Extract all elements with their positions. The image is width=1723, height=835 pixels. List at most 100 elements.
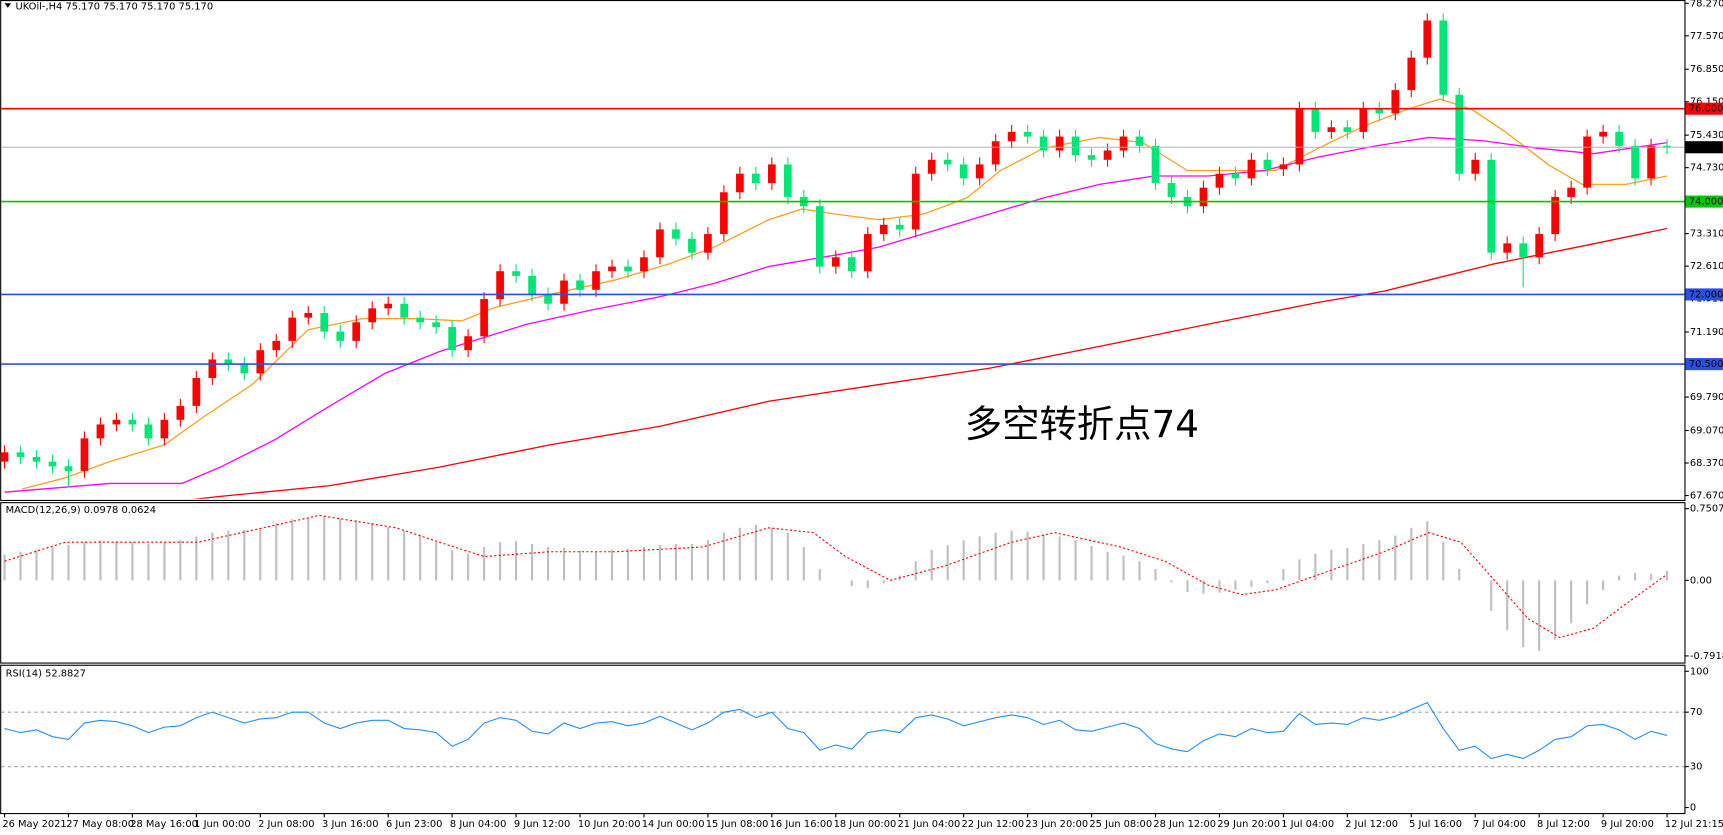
candle-body — [208, 359, 217, 379]
candle-body — [240, 364, 249, 374]
x-tick-label: 29 Jun 20:00 — [1217, 819, 1280, 830]
y-tick-label: 78.270 — [1690, 0, 1723, 9]
candle-body — [608, 266, 616, 272]
x-tick-label: 2 Jul 12:00 — [1345, 819, 1398, 830]
x-tick-label: 5 Jul 16:00 — [1409, 819, 1462, 830]
signal-line — [4, 514, 1668, 639]
y-tick-label: 76.850 — [1690, 64, 1723, 75]
x-tick-label: 28 Jun 12:00 — [1153, 819, 1216, 830]
candle-body — [480, 299, 488, 337]
level-label-bg — [1685, 141, 1723, 154]
x-tick-label: 15 Jun 08:00 — [706, 819, 769, 830]
x-tick-label: 23 Jun 20:00 — [1025, 819, 1088, 830]
y-tick-label: 0.00 — [1690, 575, 1712, 586]
level-label-bg — [1685, 288, 1723, 301]
candle-body — [1039, 136, 1048, 151]
candle-body — [1343, 127, 1352, 132]
x-tick-label: 3 Jun 16:00 — [322, 819, 378, 830]
macd-panel — [0, 502, 1686, 664]
candle-body — [560, 280, 568, 304]
x-tick-label: 6 Jun 23:00 — [386, 819, 442, 830]
x-tick-label: 8 Jun 04:00 — [450, 819, 506, 830]
candle-body — [815, 206, 824, 267]
candle-body — [80, 438, 89, 471]
candle-body — [1503, 243, 1512, 253]
candle-body — [831, 257, 840, 267]
y-tick-label: 71.190 — [1690, 327, 1723, 338]
y-tick-label: 0.7507 — [1690, 504, 1723, 515]
y-tick-label: 69.070 — [1690, 425, 1723, 436]
candle-body — [16, 452, 25, 457]
level-label: 76.000 — [1689, 104, 1723, 115]
level-label: 72.000 — [1689, 289, 1723, 300]
x-tick-label: 25 Jun 08:00 — [1089, 819, 1152, 830]
candle-body — [544, 294, 552, 304]
candle-body — [1439, 20, 1448, 95]
level-label-bg — [1685, 195, 1723, 208]
candle-body — [1535, 234, 1544, 258]
candle-body — [1423, 20, 1432, 58]
candle-body — [1007, 131, 1016, 142]
main-title: UKOil-,H4 75.170 75.170 75.170 75.170 — [16, 2, 214, 13]
candle-body — [1279, 164, 1288, 170]
candle-body — [1631, 145, 1639, 179]
x-tick-label: 26 May 2021 — [2, 819, 66, 830]
candle-body — [1263, 159, 1272, 170]
candle-body — [895, 224, 904, 230]
candle-body — [576, 280, 584, 290]
candle-body — [1327, 127, 1336, 132]
y-tick-label: 0 — [1690, 803, 1696, 814]
candle-body — [736, 173, 744, 193]
rsi-title: RSI(14) 52.8827 — [6, 668, 86, 679]
x-tick-label: 16 Jun 16:00 — [770, 819, 833, 830]
candle-body — [336, 331, 345, 341]
x-tick-label: 18 Jun 00:00 — [834, 819, 897, 830]
candle-body — [672, 229, 680, 239]
candle-body — [1055, 136, 1064, 151]
candle-body — [464, 336, 472, 351]
candle-body — [1375, 108, 1384, 114]
y-tick-label: -0.7918 — [1690, 651, 1723, 662]
candle-body — [1247, 159, 1256, 179]
level-label: 70.500 — [1689, 359, 1723, 370]
level-label-bg — [1685, 358, 1723, 371]
level-label-bg — [1685, 102, 1723, 115]
candle-body — [1471, 159, 1480, 174]
x-tick-label: 9 Jul 20:00 — [1601, 819, 1654, 830]
candle-body — [448, 326, 456, 351]
candle-body — [1215, 173, 1224, 188]
candle-body — [768, 164, 776, 183]
candle-body — [528, 275, 536, 295]
y-tick-label: 68.370 — [1690, 458, 1723, 469]
candle-body — [991, 141, 1000, 165]
rsi-line — [4, 701, 1668, 760]
candle-body — [272, 340, 281, 351]
candle-body — [368, 308, 377, 323]
y-tick-label: 73.310 — [1690, 229, 1723, 240]
y-tick-label: 72.610 — [1690, 261, 1723, 272]
candle-body — [959, 164, 968, 179]
candle-body — [1599, 131, 1607, 137]
candle-body — [1615, 131, 1623, 146]
candle-body — [32, 456, 41, 462]
x-tick-label: 27 May 08:00 — [66, 819, 134, 830]
y-tick-label: 75.430 — [1690, 130, 1723, 141]
candle-body — [112, 419, 121, 425]
candle-body — [1583, 136, 1591, 188]
moving-average — [4, 136, 1668, 493]
candle-body — [656, 229, 664, 258]
collapse-arrow[interactable] — [4, 3, 12, 8]
x-tick-label: 28 May 16:00 — [130, 819, 198, 830]
candle-body — [1135, 136, 1144, 146]
candle-body — [224, 359, 233, 365]
candle-body — [416, 317, 425, 323]
candle-body — [1519, 243, 1528, 258]
candle-body — [432, 322, 440, 327]
candle-body — [48, 461, 57, 467]
y-tick-label: 69.790 — [1690, 392, 1723, 403]
x-tick-label: 2 Jun 08:00 — [258, 819, 314, 830]
candle-body — [1391, 90, 1400, 114]
candle-body — [144, 424, 153, 439]
candle-body — [704, 234, 712, 253]
candle-body — [512, 271, 520, 276]
